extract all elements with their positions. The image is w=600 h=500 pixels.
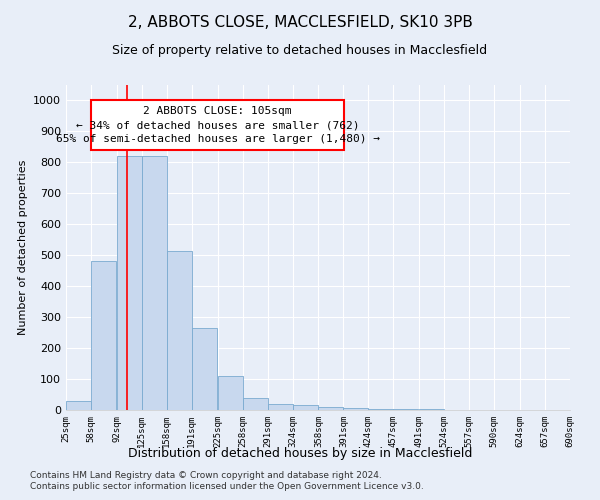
Bar <box>167 250 192 410</box>
Y-axis label: Number of detached properties: Number of detached properties <box>17 160 28 335</box>
Bar <box>242 398 268 410</box>
Bar <box>394 409 418 410</box>
Bar <box>192 328 217 410</box>
Bar <box>91 262 116 410</box>
Text: 2, ABBOTS CLOSE, MACCLESFIELD, SK10 3PB: 2, ABBOTS CLOSE, MACCLESFIELD, SK10 3PB <box>128 15 472 30</box>
Text: 65% of semi-detached houses are larger (1,480) →: 65% of semi-detached houses are larger (… <box>56 134 380 144</box>
Bar <box>343 408 368 410</box>
Text: Distribution of detached houses by size in Macclesfield: Distribution of detached houses by size … <box>128 448 472 460</box>
Text: ← 34% of detached houses are smaller (762): ← 34% of detached houses are smaller (76… <box>76 120 359 130</box>
Bar <box>268 404 293 410</box>
Text: Contains public sector information licensed under the Open Government Licence v3: Contains public sector information licen… <box>30 482 424 491</box>
Bar <box>66 400 91 410</box>
Bar <box>218 376 242 410</box>
Bar <box>117 156 142 410</box>
Text: 2 ABBOTS CLOSE: 105sqm: 2 ABBOTS CLOSE: 105sqm <box>143 106 292 117</box>
Bar <box>368 409 394 410</box>
Bar <box>319 407 343 410</box>
Bar <box>91 100 344 150</box>
Text: Size of property relative to detached houses in Macclesfield: Size of property relative to detached ho… <box>112 44 488 58</box>
Bar <box>142 156 167 410</box>
Text: Contains HM Land Registry data © Crown copyright and database right 2024.: Contains HM Land Registry data © Crown c… <box>30 471 382 480</box>
Bar <box>293 406 317 410</box>
